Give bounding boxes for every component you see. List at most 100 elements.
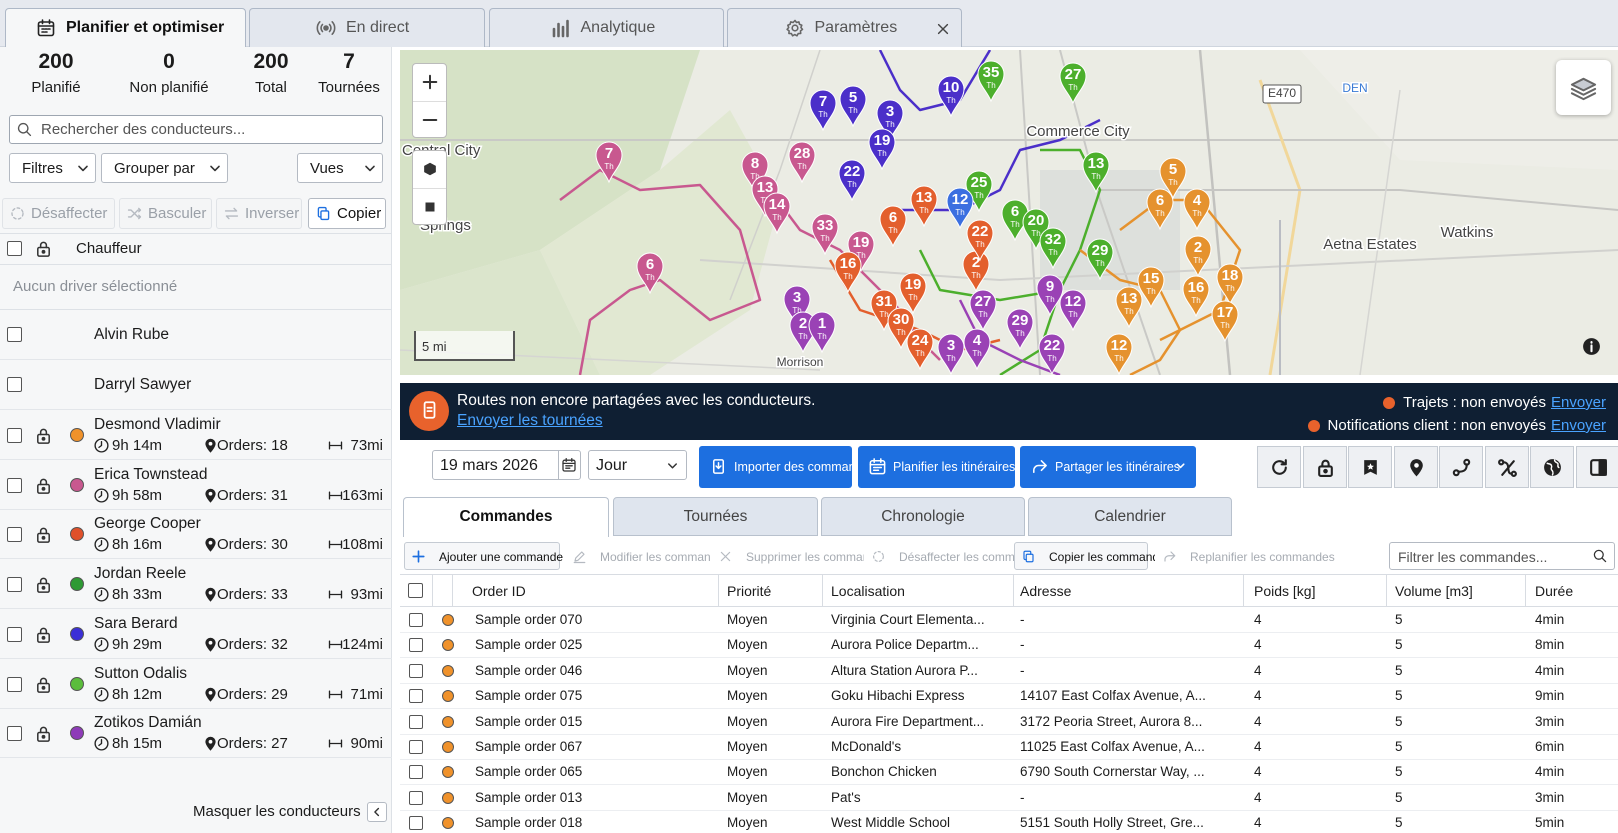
driver-row[interactable]: Sutton Odalis 8h 12m Orders: 29 71mi — [0, 659, 392, 709]
driver-row[interactable]: Sara Berard 9h 29m Orders: 32 124mi — [0, 609, 392, 659]
checkbox[interactable] — [409, 765, 423, 780]
driver-search[interactable]: Rechercher des conducteurs... — [9, 115, 383, 144]
tab[interactable]: En direct — [249, 8, 485, 47]
checkbox[interactable] — [7, 726, 22, 742]
column-header[interactable]: Localisation — [831, 583, 905, 599]
filter-dropdown[interactable]: Vues — [297, 153, 383, 183]
view-tool[interactable] — [1348, 446, 1392, 488]
zoom-controls[interactable] — [412, 63, 447, 138]
map-pin[interactable]: 1Th — [808, 311, 836, 354]
checkbox[interactable] — [7, 327, 22, 342]
driver-action[interactable]: Basculer — [119, 198, 212, 229]
map-pin[interactable]: 6Th — [636, 252, 664, 295]
checkbox[interactable] — [7, 527, 22, 543]
toolbar-button[interactable]: Planifier les itinéraires — [858, 446, 1015, 488]
tab[interactable]: Paramètres — [727, 8, 962, 47]
checkbox[interactable] — [409, 714, 423, 729]
order-action[interactable]: Copier les commandes — [1014, 542, 1172, 570]
draw-tools[interactable] — [412, 150, 447, 225]
view-tool[interactable] — [1439, 446, 1483, 488]
driver-action[interactable]: Inverser — [216, 198, 302, 229]
order-action[interactable]: Supprimer les commandes — [711, 542, 889, 570]
map-pin[interactable]: 7Th — [595, 141, 623, 184]
collapse-button[interactable] — [367, 802, 387, 822]
checkbox[interactable] — [408, 583, 423, 598]
map-pin[interactable]: 5Th — [1159, 157, 1187, 200]
checkbox[interactable] — [7, 377, 22, 392]
tab[interactable]: Analytique — [489, 8, 724, 47]
map-pin[interactable]: 3Th — [937, 333, 965, 375]
checkbox[interactable] — [409, 689, 423, 704]
driver-row[interactable]: George Cooper 8h 16m Orders: 30 108mi — [0, 509, 392, 560]
filter-dropdown[interactable]: Filtres — [9, 153, 96, 183]
column-header[interactable]: Poids [kg] — [1254, 583, 1316, 599]
driver-row[interactable]: Desmond Vladimir 9h 14m Orders: 18 73mi — [0, 410, 392, 460]
order-action[interactable]: Désaffecter les commandes — [864, 542, 1048, 570]
driver-action[interactable]: Copier — [308, 198, 386, 229]
toolbar-button[interactable]: Partager les itinéraires — [1020, 446, 1196, 488]
column-header[interactable]: Priorité — [727, 583, 772, 599]
view-tool[interactable] — [1393, 446, 1438, 488]
driver-action[interactable]: Désaffecter — [2, 198, 115, 229]
column-header[interactable]: Adresse — [1020, 583, 1072, 599]
order-action[interactable]: Replanifier les commandes — [1155, 542, 1335, 570]
column-header[interactable]: Durée — [1535, 583, 1574, 599]
order-filter[interactable]: Filtrer les commandes... — [1389, 542, 1615, 570]
map-pin[interactable]: 8Th — [741, 151, 769, 194]
view-tool[interactable] — [1530, 446, 1574, 488]
driver-row[interactable]: Erica Townstead 9h 58m Orders: 31 163mi — [0, 460, 392, 510]
checkbox[interactable] — [7, 241, 22, 256]
hide-drivers[interactable]: Masquer les conducteurs — [193, 803, 361, 820]
date-input[interactable]: 19 mars 2026 — [432, 450, 581, 480]
view-tool[interactable] — [1484, 446, 1529, 488]
order-action[interactable]: Modifier les commandes — [565, 542, 730, 570]
checkbox[interactable] — [409, 663, 423, 678]
date-button[interactable] — [558, 451, 580, 479]
map-pin[interactable]: 4Th — [963, 328, 991, 371]
column-header[interactable]: Order ID — [472, 583, 526, 599]
status-action[interactable]: Envoyer — [1550, 417, 1606, 434]
driver-row[interactable]: Zotikos Damián 8h 15m Orders: 27 90mi — [0, 708, 392, 759]
map-pin[interactable]: 3Th — [783, 285, 811, 328]
checkbox[interactable] — [7, 626, 22, 642]
map-pin[interactable]: 6Th — [879, 205, 907, 248]
checkbox[interactable] — [409, 790, 423, 805]
view-tool[interactable] — [1302, 446, 1347, 488]
map-pin[interactable]: 9Th — [1036, 274, 1064, 317]
checkbox[interactable] — [7, 676, 22, 692]
view-tab[interactable]: Chronologie — [821, 497, 1025, 536]
status-action[interactable]: Envoyer — [1550, 394, 1606, 411]
tab[interactable]: Planifier et optimiser — [5, 8, 246, 47]
icon-info[interactable] — [1581, 336, 1602, 357]
column-header[interactable]: Volume [m3] — [1395, 583, 1473, 599]
view-tab[interactable]: Commandes — [403, 497, 609, 537]
driver-row[interactable]: Jordan Reele 8h 33m Orders: 33 93mi — [0, 559, 392, 610]
map-pin[interactable]: 2Th — [1184, 235, 1212, 278]
checkbox[interactable] — [7, 577, 22, 593]
view-tool[interactable] — [1575, 446, 1618, 488]
checkbox[interactable] — [7, 477, 22, 493]
checkbox[interactable] — [409, 638, 423, 653]
